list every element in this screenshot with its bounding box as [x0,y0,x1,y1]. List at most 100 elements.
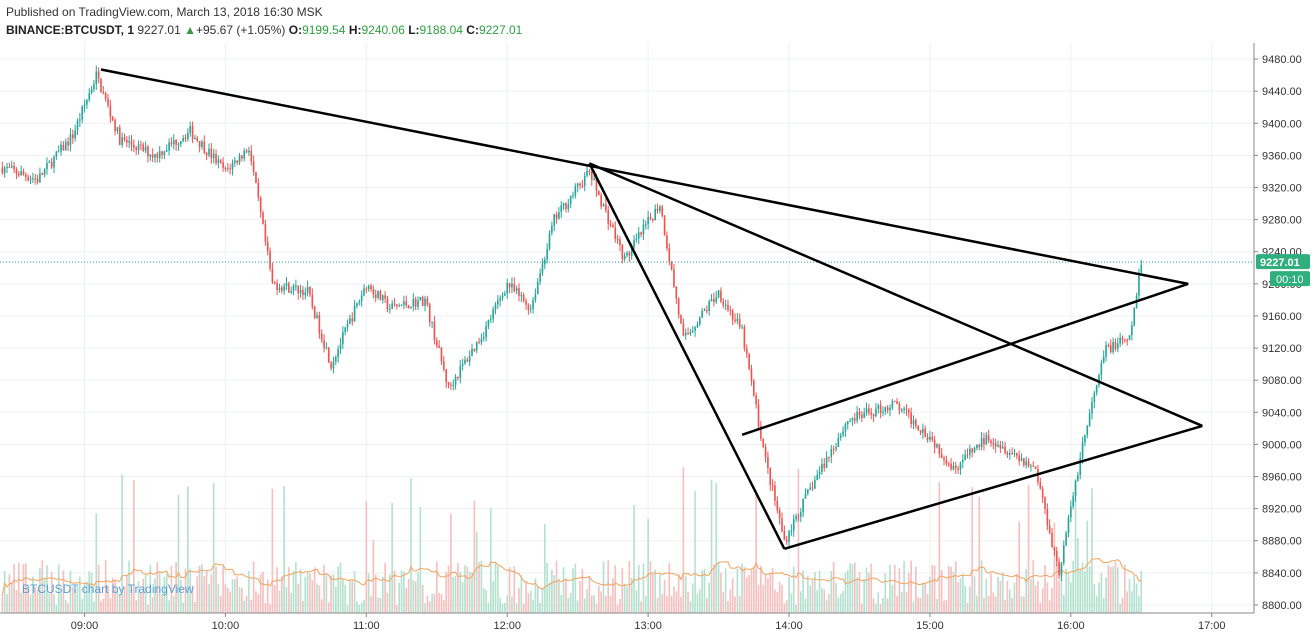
volume-bar [806,575,809,613]
volume-bar [32,576,34,613]
symbol-name[interactable]: BINANCE:BTCUSDT, 1 [6,23,135,37]
candle-body [438,345,440,348]
volume-bar [10,581,13,613]
candle-body [74,130,76,139]
candle-body [128,141,130,143]
volume-bar [107,586,109,613]
volume-bar [924,583,927,613]
time-tick-label: 09:00 [71,620,99,632]
volume-bar [74,589,76,613]
candle-body [659,206,661,211]
volume-bar [990,573,992,613]
time-tick-label: 12:00 [493,620,521,632]
candle-body [858,411,861,415]
candle-body [898,403,901,411]
candle-body [248,150,250,153]
candle-body [245,150,248,153]
candle-body [1070,506,1072,518]
candle-body [466,359,469,362]
candle-body [912,420,915,425]
volume-bar [687,591,689,613]
candle-body [931,436,934,440]
trendline[interactable] [783,424,1203,550]
candle-body [497,300,499,305]
volume-bar [980,560,983,613]
candle-body [337,349,339,358]
candle-body [1138,272,1140,296]
volume-bar [675,591,678,613]
volume-bar [985,578,988,613]
symbol-line: BINANCE:BTCUSDT, 1 9227.01 ▲+95.67 (+1.0… [6,21,522,39]
volume-bar [330,575,332,613]
volume-bar [17,562,20,613]
volume-bar [938,482,941,613]
candle-body [22,171,25,175]
volume-bar [154,578,156,613]
candle-body [414,298,417,307]
candle-body [431,321,433,323]
watermark[interactable]: BTCUSDT chart by TradingView [22,582,194,596]
candle-body [839,435,842,438]
volume-bar [140,592,142,613]
trendline[interactable] [588,162,1203,428]
candle-body [992,443,995,445]
candle-body [459,365,462,378]
volume-bar [151,597,154,613]
volume-bar [1116,567,1119,613]
volume-bar [433,593,436,613]
candle-body [506,283,509,294]
volume-bar [196,576,199,613]
volume-bar [224,584,227,613]
volume-bar [816,590,819,613]
candle-body [1084,434,1086,443]
candle-body [950,463,952,470]
candle-body [957,468,959,470]
volume-bar [161,594,163,613]
volume-bar [255,591,257,613]
candle-body [583,175,586,186]
volume-bar [600,591,602,613]
open-value: 9199.54 [302,23,346,37]
trendline[interactable] [100,68,1189,286]
price-tick-label: 9440.00 [1262,86,1302,98]
volume-bar [929,577,931,613]
volume-bar [356,601,358,613]
trendline[interactable] [588,162,786,550]
volume-bar [647,519,649,613]
volume-bar [689,601,692,613]
candle-body [1039,481,1042,489]
volume-bar [370,596,372,613]
candle-body [130,141,133,145]
candle-body [778,510,781,519]
volume-bar [243,600,246,613]
candle-body [170,142,173,145]
candle-body [57,151,60,153]
candle-body [252,161,255,173]
candle-body [426,298,429,305]
volume-bar [3,571,6,613]
volume-bar [198,565,201,613]
candle-body [644,224,647,226]
trendline[interactable] [741,282,1189,436]
candle-body [88,93,91,100]
candlestick-chart[interactable]: 8800.00 8840.00 8880.00 8920.00 8960.00 9000.… [0,43,1312,637]
candle-body [684,332,687,336]
volume-bar [76,585,79,613]
candle-body [201,141,203,148]
volume-bar [485,589,487,613]
candle-body [971,448,974,453]
candle-body [612,225,614,228]
volume-bar [175,562,177,613]
volume-bar [954,561,957,613]
volume-bar [414,581,417,613]
volume-bar [703,568,706,613]
volume-bar [443,599,445,613]
chart-header: Published on TradingView.com, March 13, … [6,3,522,39]
volume-bar [299,569,302,613]
candle-body [830,449,833,457]
volume-bar [1044,565,1046,613]
volume-bar [313,567,316,613]
candle-body [250,150,253,162]
volume-bar [513,566,516,613]
countdown-badge-text: 00:10 [1276,274,1304,286]
